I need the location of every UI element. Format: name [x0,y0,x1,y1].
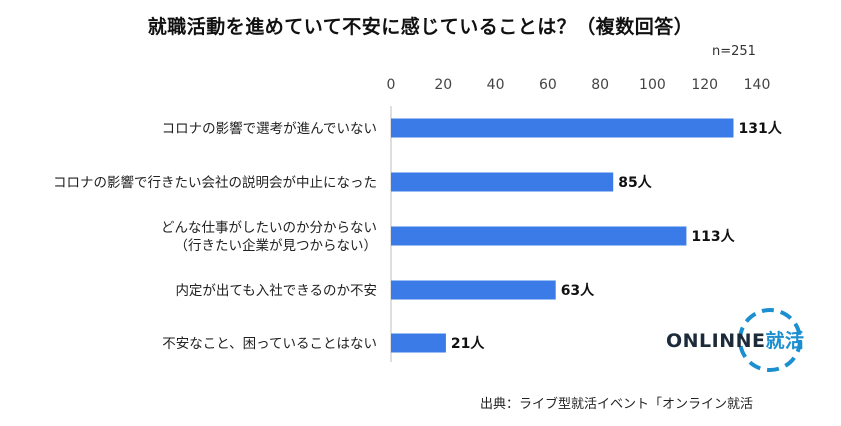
data-label: 63人 [561,282,595,299]
logo-text: ONLINNE就活 [666,326,805,353]
data-label: 21人 [451,335,485,352]
category-label: （行きたい企業が見つからない） [175,237,378,254]
bar [391,172,614,192]
category-label: どんな仕事がしたいのか分からない [161,220,377,236]
data-labels: 131人 85人 113人 63人 21人 [451,120,783,352]
x-tick-label: 140 [744,77,771,93]
category-labels: コロナの影響で選考が進んでいないコロナの影響で行きたい会社の説明会が中止になった… [53,120,377,352]
data-label: 85人 [618,174,652,191]
bar [391,280,556,300]
x-tick-label: 0 [387,77,396,93]
x-tick-label: 80 [591,77,609,93]
x-tick-label: 40 [487,77,505,93]
category-label: コロナの影響で行きたい会社の説明会が中止になった [53,174,377,191]
data-label: 131人 [738,120,782,137]
category-label: コロナの影響で選考が進んでいない [162,120,377,137]
x-tick-label: 20 [434,77,452,93]
chart-title: 就職活動を進めていて不安に感じていることは？（複数回答） [147,16,694,38]
x-tick-label: 100 [639,77,666,93]
logo-text-main: ONLINNE [666,330,766,352]
bars [391,118,734,353]
bar [391,226,687,246]
source-note: 出典：ライブ型就活イベント「オンライン就活 [480,397,754,412]
category-label: 内定が出ても入社できるのか不安 [175,283,377,299]
logo-circle-icon [738,308,802,372]
logo-text-accent: 就活 [765,330,805,352]
x-axis-ticks: 0 20 40 60 80 100 120 140 [387,77,771,93]
online-shukatsu-logo: ONLINNE就活 [658,306,808,376]
x-tick-label: 120 [691,77,718,93]
category-label: 不安なこと、困っていることはない [162,336,377,352]
sample-size: n=251 [712,44,756,59]
x-tick-label: 60 [539,77,557,93]
bar [391,333,446,353]
data-label: 113人 [691,228,735,245]
bar [391,118,734,138]
